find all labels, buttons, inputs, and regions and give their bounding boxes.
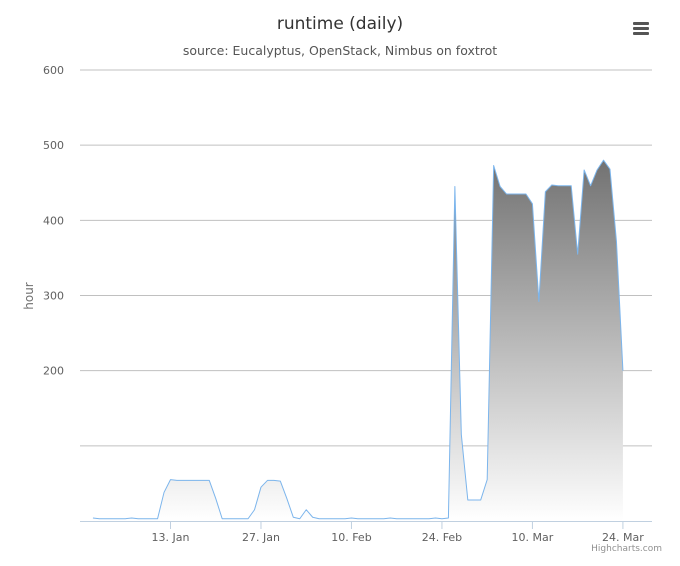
y-tick-label: 500 xyxy=(43,139,64,152)
axis-layer: 200 300 400 500 600 13. Jan 27. Jan 10. Feb 24. … xyxy=(43,64,652,544)
x-tick-label: 24. Feb xyxy=(422,531,462,544)
x-tick-label: 10. Mar xyxy=(512,531,554,544)
y-tick-label: 400 xyxy=(43,214,64,227)
y-tick-label: 200 xyxy=(43,365,64,378)
x-tick-label: 13. Jan xyxy=(152,531,190,544)
hamburger-icon-bar xyxy=(633,27,649,30)
x-tick-label: 27. Jan xyxy=(242,531,280,544)
chart-title: runtime (daily) xyxy=(276,14,404,34)
chart-menu-button[interactable] xyxy=(626,16,656,42)
x-tick-label: 10. Feb xyxy=(331,531,371,544)
y-tick-label: 600 xyxy=(43,64,64,77)
x-tick-label: 24. Mar xyxy=(602,531,644,544)
hamburger-icon-bar xyxy=(633,32,649,35)
series-line[interactable] xyxy=(92,159,624,520)
series-area-fill xyxy=(92,160,623,521)
credits-link[interactable]: Highcharts.com xyxy=(591,544,662,554)
chart-subtitle: source: Eucalyptus, OpenStack, Nimbus on… xyxy=(182,43,498,58)
y-tick-label: 300 xyxy=(43,290,64,303)
series-layer xyxy=(92,159,624,521)
y-axis-title: hour xyxy=(22,282,36,310)
hamburger-icon xyxy=(633,22,649,25)
